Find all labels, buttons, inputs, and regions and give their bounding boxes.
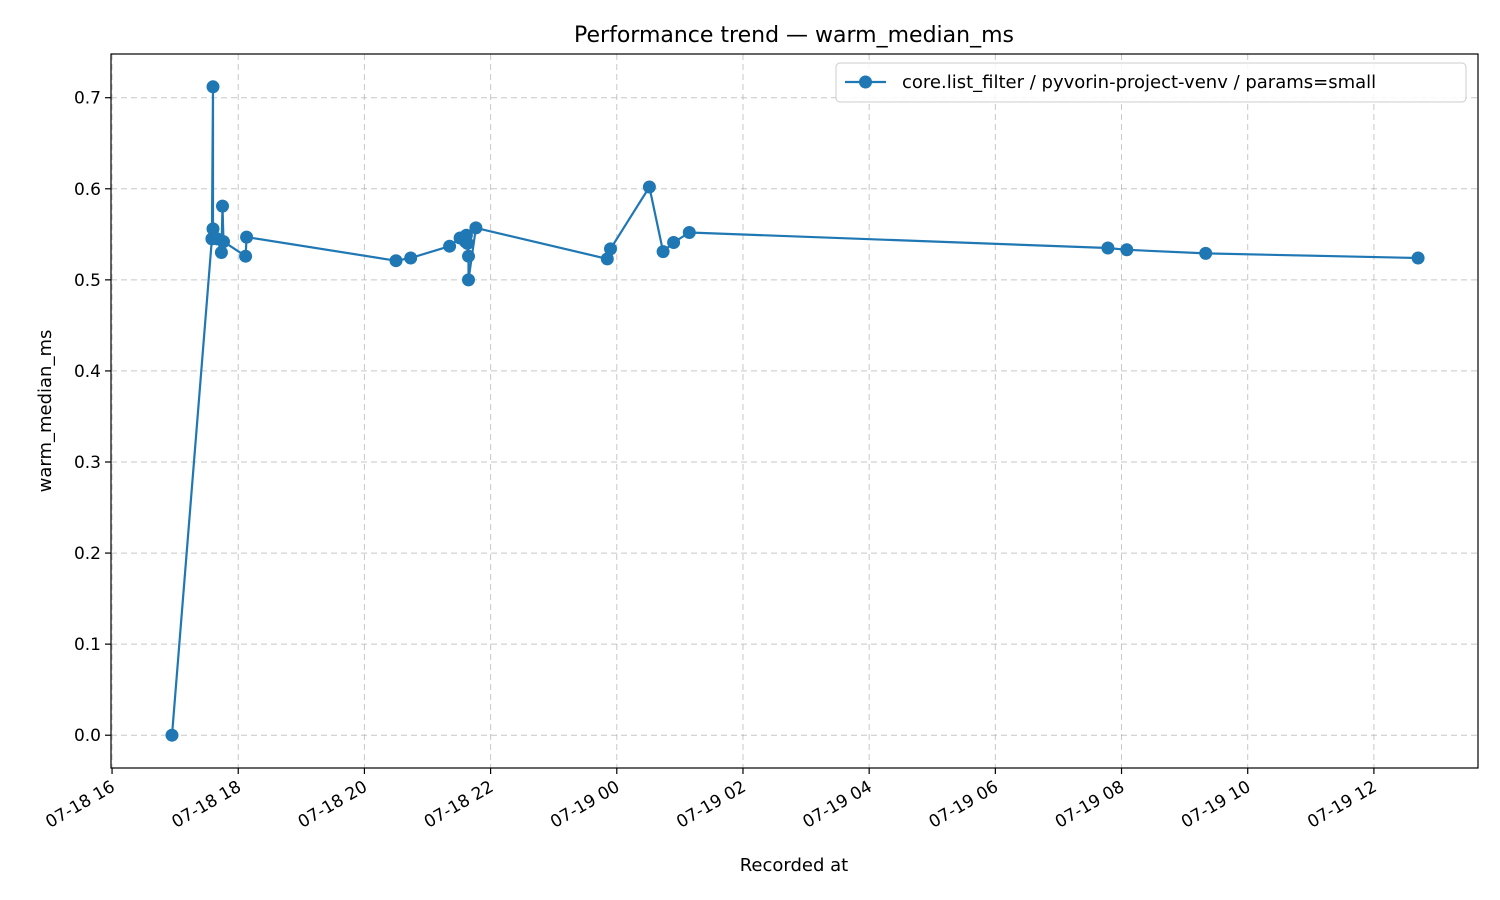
y-tick-label: 0.1 [74,635,101,655]
data-point [165,728,179,742]
x-axis-label: Recorded at [740,855,849,876]
y-tick-label: 0.2 [74,544,101,564]
data-point [1411,251,1425,265]
y-axis-label: warm_median_ms [35,330,56,493]
legend: core.list_filter / pyvorin-project-venv … [835,62,1467,103]
data-point [600,252,614,266]
y-axis-ticks: 0.0 0.1 0.2 0.3 0.4 0.5 0.6 0.7 [74,89,111,746]
data-point [404,251,418,265]
data-point [682,226,696,239]
data-point [1101,241,1115,255]
y-tick-label: 0.0 [74,726,101,746]
y-tick-label: 0.3 [74,453,101,473]
data-point [240,230,254,244]
data-point [642,180,656,194]
data-point [239,249,253,263]
data-point [443,239,457,253]
data-point [462,249,475,263]
data-point [389,254,403,268]
data-point [206,222,220,236]
plot-series [165,80,1425,742]
data-point [469,221,483,235]
data-point [667,236,681,249]
y-tick-label: 0.4 [74,362,101,382]
data-point [1120,243,1134,257]
plot-frame [110,53,1479,769]
legend-marker-swatch [859,75,872,89]
data-point [206,80,220,94]
chart-title: Performance trend — warm_median_ms [574,23,1014,48]
data-point [216,199,229,213]
legend-frame [835,62,1467,103]
y-tick-label: 0.6 [74,180,101,200]
grid [111,54,1478,768]
y-tick-label: 0.7 [74,89,101,109]
data-point [1199,246,1213,260]
legend-label: core.list_filter / pyvorin-project-venv … [902,72,1376,93]
data-point [462,273,475,287]
data-point [604,242,617,256]
data-point [214,246,228,259]
y-tick-label: 0.5 [74,271,101,291]
data-point [656,245,670,259]
data-point [461,236,474,250]
data-point [217,235,230,249]
